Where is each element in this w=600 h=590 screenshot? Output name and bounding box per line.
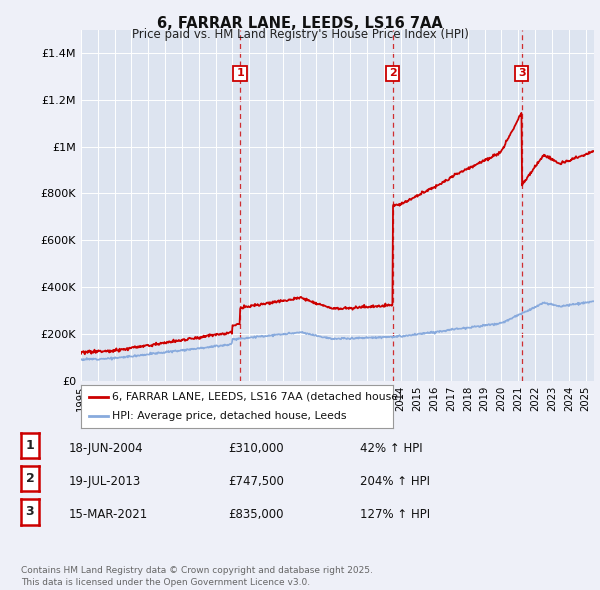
Text: 1: 1	[26, 439, 34, 453]
Text: Contains HM Land Registry data © Crown copyright and database right 2025.
This d: Contains HM Land Registry data © Crown c…	[21, 566, 373, 587]
Text: £835,000: £835,000	[228, 508, 284, 521]
Text: 2: 2	[26, 472, 34, 486]
Text: 3: 3	[26, 505, 34, 519]
Text: 6, FARRAR LANE, LEEDS, LS16 7AA: 6, FARRAR LANE, LEEDS, LS16 7AA	[157, 16, 443, 31]
Text: 6, FARRAR LANE, LEEDS, LS16 7AA (detached house): 6, FARRAR LANE, LEEDS, LS16 7AA (detache…	[112, 392, 403, 402]
Text: 19-JUL-2013: 19-JUL-2013	[69, 475, 141, 488]
Text: 3: 3	[518, 68, 526, 78]
Text: Price paid vs. HM Land Registry's House Price Index (HPI): Price paid vs. HM Land Registry's House …	[131, 28, 469, 41]
Text: 2: 2	[389, 68, 397, 78]
Text: 18-JUN-2004: 18-JUN-2004	[69, 442, 143, 455]
Text: 127% ↑ HPI: 127% ↑ HPI	[360, 508, 430, 521]
Text: £747,500: £747,500	[228, 475, 284, 488]
Text: 15-MAR-2021: 15-MAR-2021	[69, 508, 148, 521]
Text: 204% ↑ HPI: 204% ↑ HPI	[360, 475, 430, 488]
Text: HPI: Average price, detached house, Leeds: HPI: Average price, detached house, Leed…	[112, 411, 347, 421]
Text: 1: 1	[236, 68, 244, 78]
Text: £310,000: £310,000	[228, 442, 284, 455]
Text: 42% ↑ HPI: 42% ↑ HPI	[360, 442, 422, 455]
